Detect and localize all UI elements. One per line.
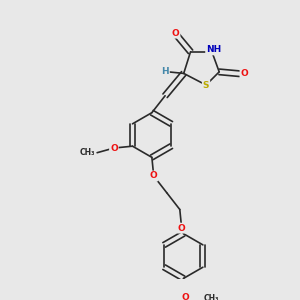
Text: O: O: [110, 143, 118, 152]
Text: O: O: [241, 69, 248, 78]
Text: CH₃: CH₃: [80, 148, 95, 157]
Text: O: O: [182, 292, 189, 300]
Text: CH₃: CH₃: [204, 294, 220, 300]
Text: S: S: [203, 80, 209, 89]
Text: NH: NH: [206, 45, 221, 54]
Text: O: O: [178, 224, 185, 232]
Text: O: O: [150, 172, 158, 181]
Text: H: H: [161, 67, 169, 76]
Text: O: O: [172, 29, 179, 38]
